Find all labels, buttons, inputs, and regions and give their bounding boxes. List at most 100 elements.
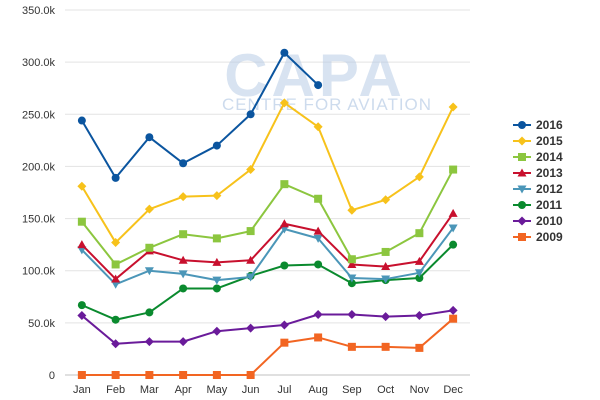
point-2009-jun: [246, 371, 255, 379]
watermark-logo-text: CAPA: [224, 42, 406, 109]
point-2013-oct: [381, 262, 391, 271]
point-2015-aug: [313, 122, 323, 132]
legend-item-2016[interactable]: 2016: [513, 118, 563, 132]
point-2012-aug: [313, 234, 323, 243]
point-2011-sep: [347, 279, 356, 288]
series-line-2015: [81, 101, 455, 244]
point-2012-jun: [246, 273, 256, 282]
series-line-2010: [81, 309, 454, 345]
point-2010-jul: [279, 320, 289, 330]
point-2015-mar: [144, 204, 154, 214]
point-2013-jul: [279, 219, 289, 228]
series-line-2013: [81, 212, 454, 281]
point-2016-feb: [111, 173, 120, 182]
point-2010-nov: [414, 311, 424, 321]
point-2012-feb: [111, 280, 121, 289]
point-2014-aug: [314, 194, 323, 203]
point-2015-jul: [279, 98, 289, 108]
legend-item-2010[interactable]: 2010: [513, 214, 563, 228]
point-2016-apr: [179, 159, 188, 168]
point-2015-sep: [347, 205, 357, 215]
point-2011-jul: [280, 261, 289, 270]
legend-marker-2015: [517, 136, 527, 146]
point-2016-jan: [77, 116, 86, 125]
point-2011-apr: [179, 284, 188, 293]
series-2012: [77, 224, 458, 289]
point-2013-sep: [347, 259, 357, 268]
axes: 0 50.0k 100.0k 150.0k 200.0k 250.0k 300.0k 350.…: [22, 5, 470, 396]
point-2009-nov: [415, 343, 424, 352]
point-2011-nov: [415, 274, 424, 283]
legend-label-2012: 2012: [536, 182, 563, 196]
point-2016-may: [212, 141, 221, 150]
point-2015-feb: [111, 238, 121, 248]
capa-watermark: CAPA CENTRE FOR AVIATION: [222, 42, 431, 114]
x-tick-label-may: May: [206, 384, 227, 396]
y-tick-label-2: 100.0k: [22, 266, 56, 278]
legend-marker-2009: [518, 233, 526, 241]
point-2014-apr: [179, 230, 188, 239]
point-2009-may: [212, 371, 221, 379]
point-2011-feb: [111, 315, 120, 324]
series-2015: [77, 98, 458, 248]
legend-item-2015[interactable]: 2015: [513, 134, 563, 148]
series-group: [77, 48, 458, 379]
point-2009-apr: [179, 371, 188, 379]
point-2010-aug: [313, 310, 323, 320]
x-tick-label-jul: Jul: [277, 384, 291, 396]
x-tick-label-dec: Dec: [443, 384, 463, 396]
point-2014-jul: [280, 180, 289, 189]
legend-item-2012[interactable]: 2012: [513, 182, 563, 196]
point-2009-jan: [77, 371, 86, 379]
series-2011: [77, 240, 458, 324]
legend-label-2010: 2010: [536, 214, 563, 228]
point-2016-mar: [145, 133, 154, 142]
point-2010-mar: [144, 337, 154, 347]
legend-label-2009: 2009: [536, 230, 563, 244]
point-2013-may: [212, 257, 222, 266]
point-2015-oct: [381, 195, 391, 205]
point-2012-dec: [448, 224, 458, 233]
point-2009-feb: [111, 371, 120, 379]
point-2009-dec: [449, 314, 458, 323]
legend-label-2016: 2016: [536, 118, 563, 132]
x-tick-label-nov: Nov: [410, 384, 430, 396]
point-2012-mar: [144, 267, 154, 276]
point-2015-nov: [414, 172, 424, 182]
point-2014-jun: [246, 227, 255, 236]
point-2012-apr: [178, 270, 188, 279]
series-2014: [77, 165, 458, 269]
y-tick-label-1: 50.0k: [28, 318, 55, 330]
x-tick-label-aug: Aug: [308, 384, 328, 396]
legend-item-2014[interactable]: 2014: [513, 150, 563, 164]
point-2010-oct: [381, 312, 391, 322]
point-2012-nov: [414, 269, 424, 278]
y-tick-label-5: 250.0k: [22, 109, 56, 121]
point-2014-dec: [449, 165, 458, 174]
legend-marker-2016: [518, 121, 526, 129]
point-2011-aug: [314, 260, 323, 269]
point-2010-dec: [448, 305, 458, 315]
point-2009-oct: [381, 342, 390, 351]
series-line-2014: [81, 169, 455, 266]
point-2010-feb: [111, 339, 121, 349]
point-2009-mar: [145, 371, 154, 379]
legend-label-2014: 2014: [536, 150, 563, 164]
point-2015-jun: [246, 165, 256, 175]
legend-item-2013[interactable]: 2013: [513, 166, 563, 180]
legend-item-2011[interactable]: 2011: [513, 198, 562, 212]
point-2013-jan: [77, 240, 87, 249]
legend-marker-2012: [517, 185, 527, 194]
point-2013-aug: [313, 226, 323, 235]
point-2009-aug: [314, 333, 323, 342]
point-2013-dec: [448, 208, 458, 217]
legend-marker-2010: [517, 216, 527, 226]
point-2010-sep: [347, 310, 357, 320]
point-2011-mar: [145, 308, 154, 317]
legend-label-2011: 2011: [536, 198, 562, 212]
point-2016-jul: [280, 48, 289, 57]
y-tick-label-3: 150.0k: [22, 214, 56, 226]
legend-item-2009[interactable]: 2009: [513, 230, 563, 244]
point-2013-feb: [111, 274, 121, 283]
point-2009-jul: [280, 338, 289, 347]
